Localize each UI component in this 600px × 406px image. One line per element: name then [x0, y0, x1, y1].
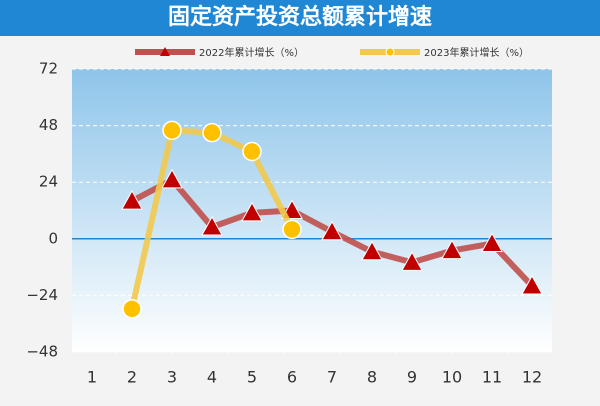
data-marker: [521, 274, 543, 295]
x-tick-label: 4: [207, 368, 217, 387]
x-tick-label: 2: [127, 368, 137, 387]
y-tick-label: 48: [39, 116, 58, 134]
legend-label: 2022年累计增长（%）: [199, 46, 304, 59]
data-marker: [241, 201, 263, 222]
legend-label: 2023年累计增长（%）: [424, 46, 529, 59]
data-marker: [202, 122, 222, 143]
data-marker: [122, 299, 142, 319]
x-tick-label: 10: [442, 368, 462, 387]
x-tick-label: 1: [87, 368, 97, 387]
x-tick-label: 6: [287, 368, 297, 387]
data-marker: [242, 141, 262, 162]
x-tick-label: 11: [482, 368, 502, 387]
data-marker: [121, 190, 143, 210]
data-marker: [361, 240, 383, 261]
data-marker: [161, 168, 183, 189]
x-tick-label: 7: [327, 368, 337, 387]
y-tick-label: 24: [39, 173, 58, 191]
data-marker: [201, 215, 223, 236]
y-tick-label: 0: [48, 229, 58, 247]
x-tick-label: 9: [407, 368, 417, 387]
data-marker: [282, 219, 302, 240]
x-tick-label: 8: [367, 368, 377, 387]
plot-area: [72, 69, 552, 352]
data-marker: [321, 220, 343, 241]
data-marker: [401, 251, 423, 271]
chart-title: 固定资产投资总额累计增速: [168, 4, 432, 30]
x-tick-label: 5: [247, 368, 257, 387]
x-tick-label: 3: [167, 368, 177, 387]
legend-marker: [385, 47, 395, 57]
data-marker: [441, 239, 463, 260]
data-marker: [481, 232, 503, 253]
legend-marker: [160, 47, 170, 56]
x-tick-label: 12: [522, 368, 542, 387]
data-marker: [162, 120, 182, 141]
y-tick-label: −48: [26, 343, 58, 361]
y-tick-label: −24: [26, 286, 58, 304]
title-band: [0, 0, 600, 36]
y-tick-label: 72: [39, 60, 58, 78]
